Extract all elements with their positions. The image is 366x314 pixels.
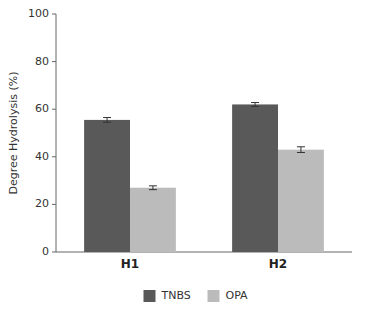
legend-label: OPA — [226, 289, 249, 302]
error-bar — [149, 186, 157, 190]
chart-svg: 0 20 40 60 80 100 Degree Hydrolysis (%) H1 H2 TNB… — [0, 0, 366, 314]
x-tick-label: H2 — [269, 257, 287, 271]
bar — [278, 150, 324, 252]
y-axis: 0 20 40 60 80 100 — [28, 7, 352, 258]
y-tick — [52, 252, 56, 253]
y-tick — [52, 109, 56, 110]
y-tick-label: 80 — [35, 55, 49, 68]
error-bar — [297, 147, 305, 153]
bar — [130, 188, 176, 252]
chart-container: 0 20 40 60 80 100 Degree Hydrolysis (%) H1 H2 TNB… — [0, 0, 366, 314]
legend-label: TNBS — [161, 289, 191, 302]
y-tick-label: 100 — [28, 7, 49, 20]
legend-swatch — [208, 290, 220, 302]
y-tick-label: 0 — [42, 245, 49, 258]
y-tick — [52, 14, 56, 15]
y-tick — [52, 204, 56, 205]
bar — [232, 104, 278, 252]
y-axis-label: Degree Hydrolysis (%) — [7, 72, 20, 195]
bars — [84, 103, 324, 252]
y-tick-label: 20 — [35, 197, 49, 210]
y-tick-label: 40 — [35, 150, 49, 163]
x-tick-label: H1 — [121, 257, 139, 271]
y-tick — [52, 156, 56, 157]
y-tick-label: 60 — [35, 102, 49, 115]
y-tick — [52, 61, 56, 62]
y-axis-line — [56, 14, 57, 252]
legend-swatch — [144, 290, 156, 302]
error-bar — [251, 103, 259, 107]
bar — [84, 120, 130, 252]
legend: TNBS OPA — [144, 289, 249, 302]
error-bar — [103, 118, 111, 123]
